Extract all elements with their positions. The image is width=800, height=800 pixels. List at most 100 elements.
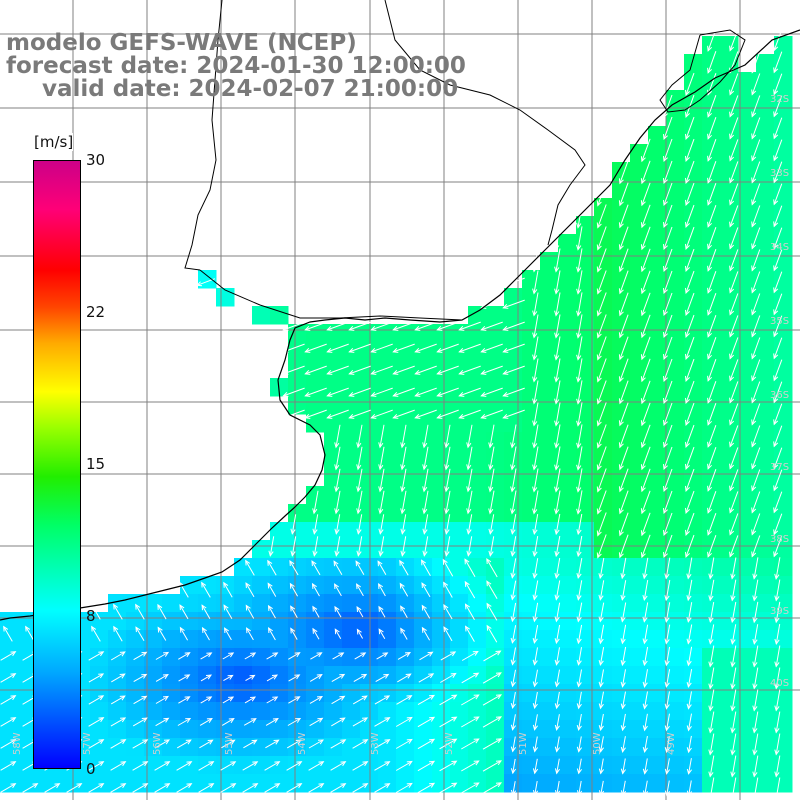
wind-speed-cell	[414, 432, 433, 451]
wind-arrow	[357, 536, 363, 556]
wind-speed-cell	[486, 432, 505, 451]
wind-speed-cell	[270, 648, 289, 667]
wind-speed-cell	[342, 576, 361, 595]
wind-speed-cell	[630, 522, 649, 541]
wind-arrow-head	[466, 550, 472, 557]
wind-arrow-head	[532, 464, 538, 471]
wind-arrow-head	[311, 582, 317, 589]
wind-arrow	[534, 691, 538, 709]
wind-speed-cell	[720, 414, 739, 433]
wind-arrow	[533, 270, 539, 294]
wind-arrow-head	[708, 705, 714, 712]
wind-arrow-head	[620, 638, 626, 645]
wind-arrow-head	[249, 674, 256, 680]
wind-speed-cell	[144, 756, 163, 775]
wind-arrow-head	[392, 391, 399, 397]
wind-speed-cell	[702, 288, 721, 307]
wind-arrow-head	[707, 89, 713, 96]
wind-speed-cell	[756, 360, 775, 379]
wind-arrow-head	[428, 694, 436, 700]
wind-arrow-head	[620, 790, 627, 797]
wind-speed-cell	[684, 360, 703, 379]
wind-arrow	[622, 736, 626, 752]
latitude-label: 38S	[770, 534, 789, 545]
wind-speed-cell	[450, 684, 469, 703]
wind-arrow-head	[618, 552, 624, 559]
wind-speed-cell	[288, 576, 307, 595]
wind-arrow	[335, 424, 341, 448]
wind-speed-cell	[720, 486, 739, 505]
wind-speed-cell	[306, 684, 325, 703]
wind-arrow	[418, 673, 434, 683]
wind-speed-cell	[396, 612, 415, 631]
wind-arrow-head	[184, 696, 191, 702]
wind-speed-cell	[252, 720, 271, 739]
wind-speed-cell	[648, 774, 667, 793]
wind-speed-cell	[756, 414, 775, 433]
wind-speed-cell	[234, 774, 253, 793]
wind-arrow	[110, 739, 126, 749]
wind-arrow	[266, 696, 278, 704]
wind-speed-cell	[414, 468, 433, 487]
wind-arrow-head	[576, 768, 583, 775]
wind-arrow	[305, 321, 327, 331]
wind-arrow-head	[295, 717, 302, 723]
wind-speed-cell	[612, 774, 631, 793]
wind-speed-cell	[558, 450, 577, 469]
wind-speed-cell	[360, 324, 379, 343]
wind-speed-cell	[108, 666, 127, 685]
wind-speed-cell	[738, 774, 757, 793]
wind-speed-cell	[360, 594, 379, 613]
wind-arrow-head	[206, 652, 213, 658]
wind-arrow-head	[429, 738, 436, 744]
wind-arrow	[305, 365, 327, 375]
wind-arrow	[467, 446, 473, 470]
wind-arrow-head	[751, 397, 757, 404]
wind-speed-cell	[666, 216, 685, 235]
wind-speed-cell	[342, 774, 361, 793]
wind-arrow-head	[729, 89, 735, 96]
wind-arrow-head	[730, 661, 736, 668]
wind-arrow-head	[686, 681, 692, 689]
wind-arrow	[577, 314, 583, 338]
wind-speed-cell	[18, 774, 37, 793]
wind-arrow	[663, 204, 673, 228]
wind-arrow	[242, 783, 258, 793]
wind-arrow	[597, 380, 607, 404]
wind-speed-cell	[360, 774, 379, 793]
wind-speed-cell	[90, 648, 109, 667]
wind-arrow	[534, 647, 538, 665]
wind-arrow	[578, 736, 582, 752]
wind-arrow-head	[348, 391, 355, 397]
wind-arrow-head	[532, 420, 538, 427]
wind-speed-cell	[756, 270, 775, 289]
wind-arrow	[371, 409, 393, 419]
wind-arrow	[371, 321, 393, 331]
wind-arrow	[511, 625, 517, 643]
wind-arrow	[641, 248, 651, 272]
wind-speed-cell	[540, 558, 559, 577]
wind-arrow-head	[663, 354, 668, 361]
wind-arrow-head	[246, 627, 251, 634]
wind-arrow	[621, 557, 627, 579]
wind-arrow-head	[294, 652, 301, 658]
wind-arrow	[775, 601, 781, 623]
latitude-label: 33S	[770, 168, 789, 179]
wind-speed-cell	[540, 648, 559, 667]
wind-arrow-head	[436, 391, 443, 397]
wind-arrow	[305, 343, 327, 353]
wind-arrow	[753, 667, 759, 689]
wind-speed-cell	[252, 702, 271, 721]
wind-speed-cell	[342, 486, 361, 505]
wind-arrow	[305, 387, 327, 397]
wind-arrow-head	[399, 559, 405, 566]
wind-arrow-head	[465, 625, 470, 632]
lagoon-shore	[659, 29, 746, 113]
wind-arrow	[486, 580, 498, 600]
wind-arrow-head	[318, 783, 325, 789]
wind-arrow	[751, 293, 761, 315]
wind-arrow	[619, 468, 629, 492]
wind-speed-cell	[756, 522, 775, 541]
wind-speed-cell	[486, 414, 505, 433]
wind-arrow	[709, 557, 715, 579]
